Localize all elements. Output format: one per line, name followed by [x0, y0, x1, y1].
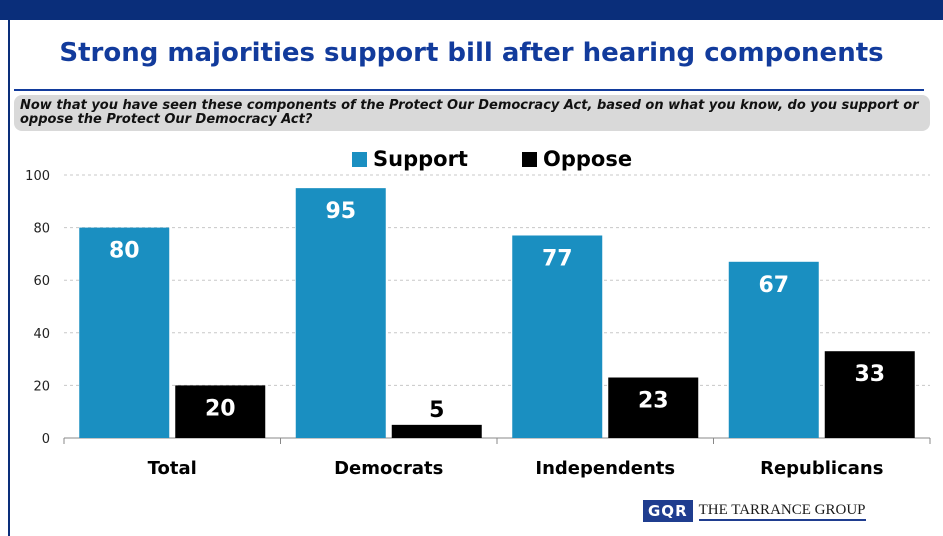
category-label: Independents	[535, 458, 675, 479]
left-border-rule	[8, 20, 10, 536]
oppose-bar	[824, 351, 915, 438]
logo-mark: GQR	[643, 500, 693, 522]
title-underline	[14, 89, 924, 91]
category-label: Democrats	[334, 458, 443, 479]
data-label: 95	[325, 199, 356, 224]
y-tick-label: 80	[33, 222, 50, 237]
y-tick-label: 20	[33, 379, 50, 394]
bar-chart: 0 20 40 60 80 100 80 20 Total 95 5 Democrats 77 23 Ind…	[25, 147, 931, 479]
y-tick-label: 40	[33, 327, 50, 342]
logo: GQR THE TARRANCE GROUP	[643, 500, 866, 522]
legend-swatch	[522, 152, 537, 167]
support-bar	[728, 261, 819, 438]
data-label: 20	[205, 396, 236, 421]
y-tick-label: 60	[33, 274, 50, 289]
page-title: Strong majorities support bill after hea…	[59, 38, 884, 68]
y-tick-label: 0	[42, 432, 50, 447]
logo-text: THE TARRANCE GROUP	[698, 501, 866, 521]
data-label: 33	[854, 362, 885, 387]
legend-label: Oppose	[543, 147, 632, 171]
oppose-bar	[391, 424, 482, 438]
data-label: 77	[542, 246, 573, 271]
support-bar	[512, 235, 603, 438]
legend-swatch	[352, 152, 367, 167]
legend-label: Support	[373, 147, 468, 171]
y-tick-label: 100	[25, 169, 50, 184]
support-bar	[79, 227, 170, 438]
data-label: 23	[638, 389, 669, 414]
data-label: 67	[758, 273, 789, 298]
data-label: 80	[109, 239, 140, 264]
question-text: Now that you have seen these components …	[14, 95, 930, 131]
category-label: Total	[148, 458, 197, 479]
oppose-bar	[608, 377, 699, 438]
category-label: Republicans	[760, 458, 883, 479]
oppose-bar	[175, 385, 266, 438]
top-banner-bar	[0, 0, 943, 20]
data-label: 5	[429, 398, 444, 423]
support-bar	[295, 188, 386, 438]
